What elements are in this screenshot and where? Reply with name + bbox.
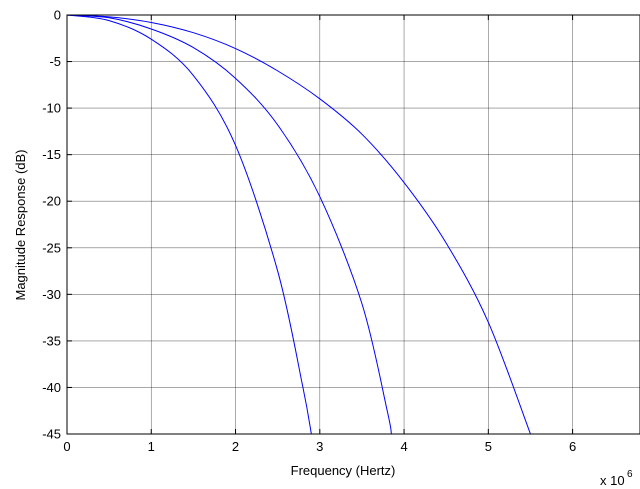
grid	[67, 15, 640, 434]
y-tick-label: -20	[42, 194, 61, 209]
x-axis-multiplier-label: x 10	[600, 473, 625, 488]
x-tick-label: 1	[148, 439, 155, 454]
y-tick-label: -25	[42, 240, 61, 255]
x-tick-label: 6	[569, 439, 576, 454]
y-tick-label: -30	[42, 287, 61, 302]
series-line-2	[66, 14, 392, 435]
y-axis-label: Magnitude Response (dB)	[13, 149, 28, 300]
ticks: 0 1 2 3 4 5 6 0 -5 -10 -15 -20 -25 -30 -35 -40 -45	[42, 8, 576, 455]
x-tick-label: 0	[63, 439, 70, 454]
x-tick-label: 5	[485, 439, 492, 454]
y-tick-label: -15	[42, 147, 61, 162]
y-tick-label: -40	[42, 380, 61, 395]
series-group	[66, 14, 531, 435]
y-tick-label: -5	[49, 54, 61, 69]
series-line-1	[66, 14, 312, 435]
x-tick-label: 4	[400, 439, 407, 454]
y-tick-label: -10	[42, 101, 61, 116]
x-axis-label: Frequency (Hertz)	[291, 463, 396, 478]
y-tick-label: -35	[42, 333, 61, 348]
series-line-3	[66, 14, 531, 435]
x-axis-multiplier-exponent: 6	[627, 469, 633, 480]
y-tick-label: -45	[42, 427, 61, 442]
x-tick-label: 3	[316, 439, 323, 454]
y-tick-label: 0	[54, 8, 61, 23]
x-tick-label: 2	[232, 439, 239, 454]
plot-area-frame	[66, 14, 640, 435]
